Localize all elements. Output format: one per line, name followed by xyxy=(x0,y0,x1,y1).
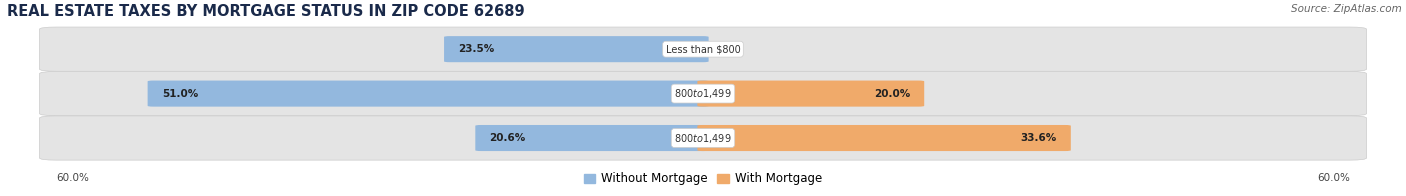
Text: Source: ZipAtlas.com: Source: ZipAtlas.com xyxy=(1291,4,1402,14)
FancyBboxPatch shape xyxy=(39,72,1367,116)
FancyBboxPatch shape xyxy=(39,116,1367,160)
Text: $800 to $1,499: $800 to $1,499 xyxy=(675,87,731,100)
FancyBboxPatch shape xyxy=(39,27,1367,71)
Text: 51.0%: 51.0% xyxy=(162,89,198,99)
Text: 0.0%: 0.0% xyxy=(711,44,741,54)
Text: 60.0%: 60.0% xyxy=(1317,173,1350,183)
Text: 33.6%: 33.6% xyxy=(1021,133,1057,143)
Text: REAL ESTATE TAXES BY MORTGAGE STATUS IN ZIP CODE 62689: REAL ESTATE TAXES BY MORTGAGE STATUS IN … xyxy=(7,4,524,19)
Text: $800 to $1,499: $800 to $1,499 xyxy=(675,132,731,144)
Text: 20.0%: 20.0% xyxy=(875,89,910,99)
FancyBboxPatch shape xyxy=(697,125,1071,151)
FancyBboxPatch shape xyxy=(697,81,924,107)
FancyBboxPatch shape xyxy=(475,125,709,151)
Text: Less than $800: Less than $800 xyxy=(665,44,741,54)
FancyBboxPatch shape xyxy=(444,36,709,62)
Legend: Without Mortgage, With Mortgage: Without Mortgage, With Mortgage xyxy=(579,168,827,190)
Text: 23.5%: 23.5% xyxy=(458,44,495,54)
Text: 60.0%: 60.0% xyxy=(56,173,89,183)
FancyBboxPatch shape xyxy=(148,81,709,107)
Text: 20.6%: 20.6% xyxy=(489,133,526,143)
